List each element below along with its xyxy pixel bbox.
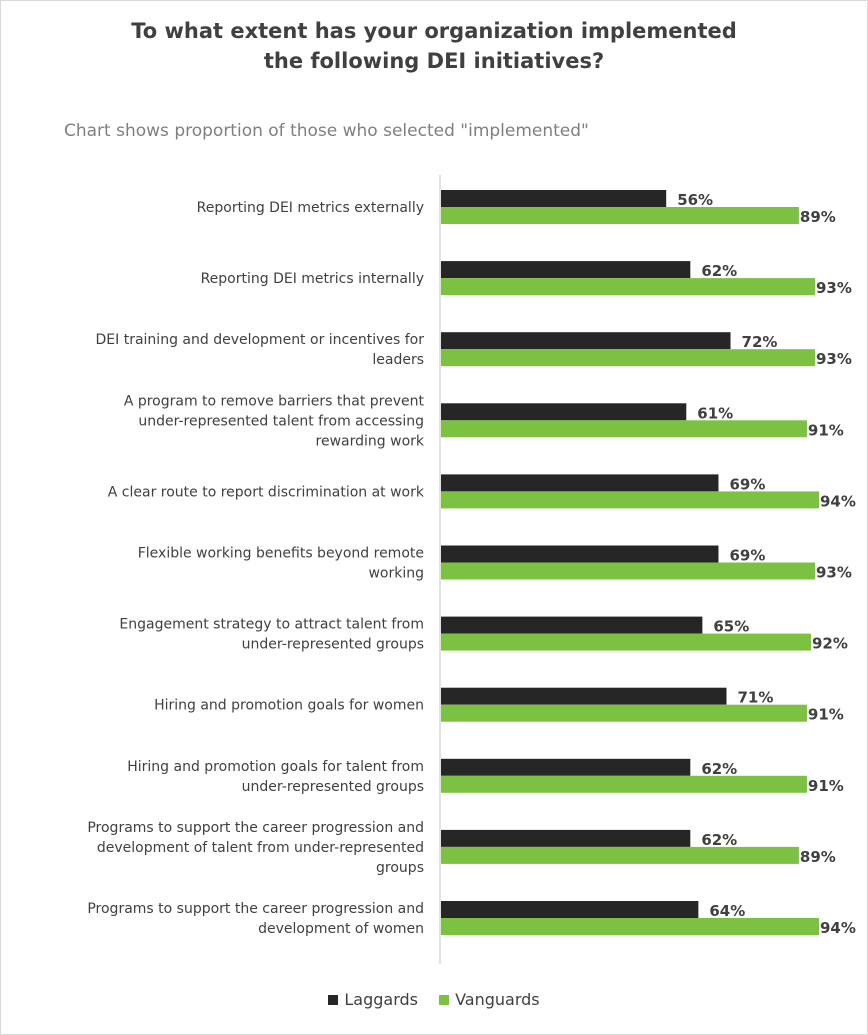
value-label-vanguards: 94% [820, 919, 856, 937]
value-label-vanguards: 89% [800, 848, 836, 866]
category-label: DEI training and development or incentiv… [96, 332, 425, 368]
value-label-laggards: 56% [677, 191, 713, 209]
value-label-laggards: 72% [742, 333, 778, 351]
value-label-vanguards: 89% [800, 208, 836, 226]
category-label: Programs to support the career progressi… [87, 901, 424, 937]
value-label-laggards: 69% [729, 547, 765, 565]
bar-vanguards [441, 918, 819, 935]
bar-laggards [441, 261, 691, 279]
value-label-vanguards: 91% [808, 706, 844, 724]
value-label-vanguards: 93% [816, 350, 852, 368]
category-label: Reporting DEI metrics internally [201, 271, 424, 287]
bar-vanguards [441, 775, 807, 793]
bar-laggards [441, 687, 727, 705]
value-label-laggards: 62% [701, 760, 737, 778]
chart-subtitle: Chart shows proportion of those who sele… [64, 121, 589, 141]
value-label-vanguards: 92% [812, 635, 848, 653]
legend-item-laggards: Laggards [328, 990, 418, 1009]
category-label: Programs to support the career progressi… [87, 820, 424, 876]
bar-laggards [441, 332, 731, 350]
bar-vanguards [441, 633, 811, 651]
bar-laggards [441, 829, 691, 847]
bar-vanguards [441, 704, 807, 722]
category-label: Hiring and promotion goals for women [154, 698, 424, 714]
bar-vanguards [441, 349, 815, 367]
bar-vanguards [441, 420, 807, 438]
bar-vanguards [441, 491, 819, 509]
category-label: A program to remove barriers that preven… [124, 393, 425, 449]
bar-laggards [441, 474, 719, 492]
category-label: Reporting DEI metrics externally [197, 200, 424, 216]
bar-vanguards [441, 846, 799, 864]
bar-laggards [441, 403, 687, 421]
category-label: Flexible working benefits beyond remote w… [138, 546, 424, 582]
value-label-laggards: 64% [709, 902, 745, 920]
bar-vanguards [441, 562, 815, 580]
legend-item-vanguards: Vanguards [439, 990, 540, 1009]
category-label: A clear route to report discrimination a… [108, 484, 425, 500]
chart-title-line-1: To what extent has your organization imp… [131, 19, 737, 43]
category-label: Engagement strategy to attract talent fr… [119, 617, 424, 653]
legend-label-laggards: Laggards [344, 990, 418, 1009]
value-label-laggards: 69% [729, 475, 765, 493]
bar-laggards [441, 758, 691, 776]
legend-swatch-laggards [328, 995, 339, 1005]
bar-laggards [441, 190, 667, 207]
value-label-vanguards: 93% [816, 564, 852, 582]
value-label-laggards: 61% [697, 404, 733, 422]
value-label-laggards: 62% [701, 831, 737, 849]
category-label: Hiring and promotion goals for talent fr… [127, 759, 424, 795]
bar-laggards [441, 545, 719, 563]
legend-swatch-vanguards [439, 995, 450, 1005]
value-label-laggards: 65% [713, 618, 749, 636]
value-label-vanguards: 94% [820, 492, 856, 510]
value-label-vanguards: 91% [808, 421, 844, 439]
bar-laggards [441, 616, 703, 634]
bar-vanguards [441, 207, 799, 224]
value-label-vanguards: 93% [816, 279, 852, 297]
value-label-laggards: 62% [701, 262, 737, 280]
value-label-vanguards: 91% [808, 777, 844, 795]
bar-vanguards [441, 278, 815, 296]
chart-legend: Laggards Vanguards [0, 990, 868, 1009]
bar-laggards [441, 901, 699, 918]
chart-title-line-2: the following DEI initiatives? [263, 49, 605, 73]
value-label-laggards: 71% [738, 689, 774, 707]
legend-label-vanguards: Vanguards [455, 990, 540, 1009]
chart-title: To what extent has your organization imp… [0, 16, 868, 76]
